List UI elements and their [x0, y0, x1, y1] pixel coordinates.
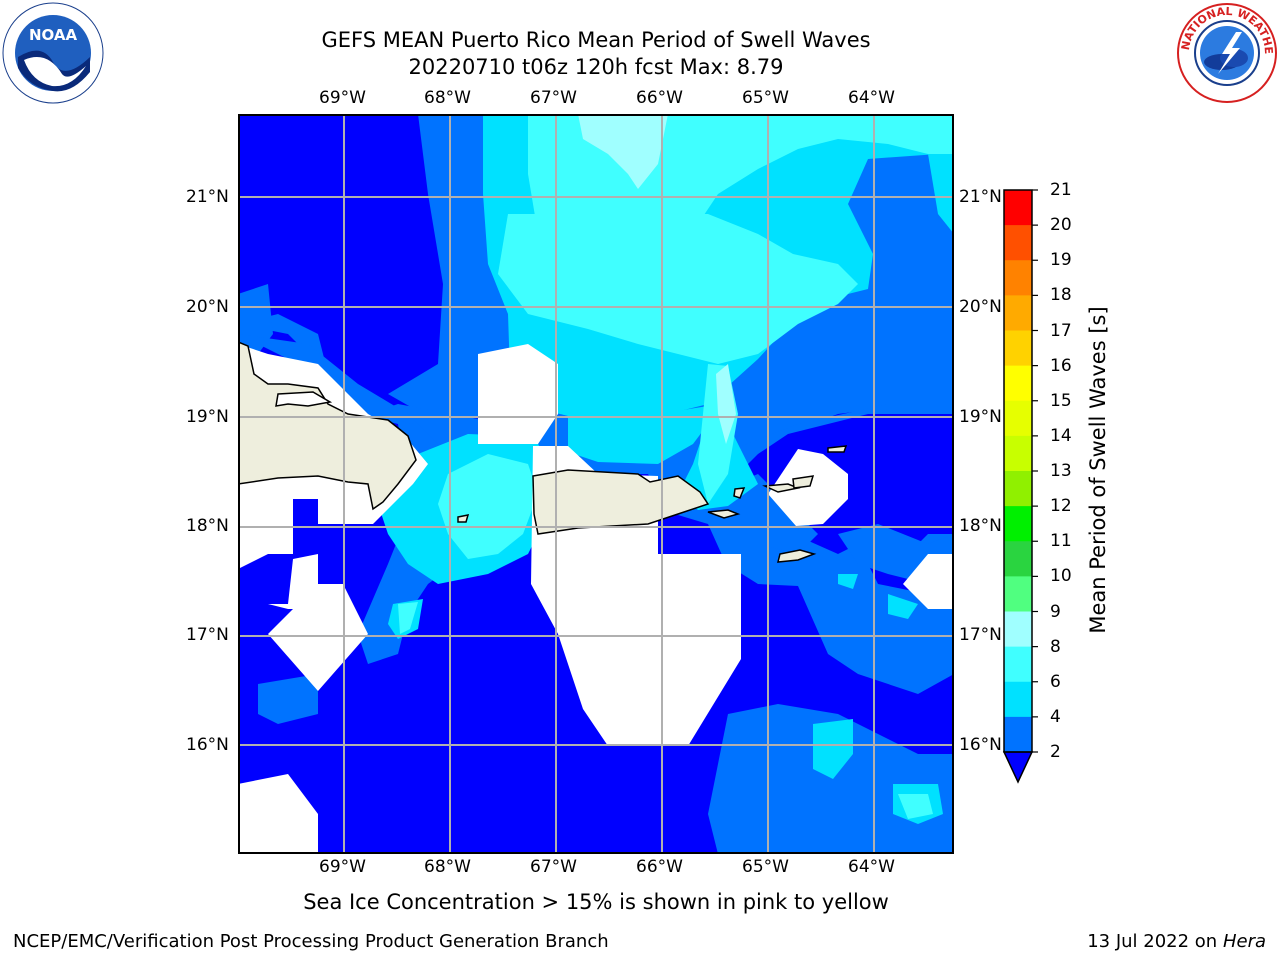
colorbar-tick-label: 6	[1050, 671, 1061, 692]
lon-tick-bottom-4: 66°W	[636, 857, 683, 877]
graticule	[238, 114, 954, 854]
lat-tick-right-2: 20°N	[959, 297, 1002, 317]
lat-tick-right-6: 16°N	[959, 735, 1002, 755]
colorbar-tick-label: 11	[1050, 531, 1072, 552]
lat-tick-left-6: 16°N	[186, 735, 229, 755]
lon-tick-bottom-3: 67°W	[530, 857, 577, 877]
sea-ice-caption: Sea Ice Concentration > 15% is shown in …	[303, 890, 889, 914]
lat-tick-left-1: 21°N	[186, 187, 229, 207]
colorbar-segment	[1004, 716, 1032, 753]
lat-tick-right-4: 18°N	[959, 516, 1002, 536]
lon-tick-top-1: 69°W	[319, 88, 366, 108]
colorbar-segment	[1004, 471, 1032, 507]
hispaniola-bay	[275, 391, 333, 407]
noaa-logo-icon: NOAA	[2, 2, 104, 104]
colorbar	[1002, 189, 1038, 784]
colorbar-segment	[1004, 190, 1032, 226]
lat-tick-right-3: 19°N	[959, 407, 1002, 427]
land-areas	[238, 341, 848, 563]
colorbar-tick-label: 14	[1050, 425, 1072, 446]
lon-tick-top-3: 67°W	[530, 88, 577, 108]
colorbar-tick-label: 9	[1050, 601, 1061, 622]
colorbar-tick-label: 4	[1050, 706, 1061, 727]
national-weather-service-logo-icon: NATIONAL WEATHER SERVICE	[1176, 2, 1277, 103]
colorbar-segment	[1004, 330, 1032, 367]
culebra-island	[733, 487, 746, 499]
colorbar-tick-label: 15	[1050, 390, 1072, 411]
colorbar-segment	[1004, 400, 1032, 437]
swell-period-map	[238, 114, 954, 854]
footer-credit: NCEP/EMC/Verification Post Processing Pr…	[13, 931, 609, 952]
colorbar-segment	[1004, 611, 1032, 648]
map-border	[238, 114, 954, 854]
colorbar-segment	[1004, 295, 1032, 331]
colorbar-tick-label: 10	[1050, 566, 1072, 587]
lat-tick-left-3: 19°N	[186, 407, 229, 427]
colorbar-tick-label: 8	[1050, 636, 1061, 657]
lat-tick-left-4: 18°N	[186, 516, 229, 536]
colorbar-tick-label: 21	[1050, 180, 1072, 200]
st-croix-island	[777, 549, 817, 563]
lat-tick-left-5: 17°N	[186, 625, 229, 645]
colorbar-segment	[1004, 225, 1032, 261]
lon-tick-top-6: 64°W	[848, 88, 895, 108]
colorbar-segment	[1004, 681, 1032, 718]
puerto-rico-land	[532, 469, 710, 535]
colorbar-tick-label: 12	[1050, 496, 1072, 517]
footer-date: 13 Jul 2022 on Hera	[1087, 931, 1266, 952]
footer-host: Hera	[1222, 931, 1266, 952]
st-john-island	[792, 475, 815, 489]
colorbar-segment	[1004, 541, 1032, 577]
colorbar-segment	[1004, 435, 1032, 472]
colorbar-segment	[1004, 576, 1032, 612]
colorbar-title: Mean Period of Swell Waves [s]	[1086, 306, 1110, 634]
lon-tick-bottom-5: 65°W	[742, 857, 789, 877]
hispaniola-land	[238, 341, 417, 511]
contour-8-9s	[578, 114, 736, 444]
colorbar-tick-label: 20	[1050, 215, 1072, 236]
colorbar-tick-label: 2	[1050, 742, 1061, 762]
chart-title: GEFS MEAN Puerto Rico Mean Period of Swe…	[321, 28, 871, 52]
colorbar-segment	[1004, 506, 1032, 542]
lat-tick-right-5: 17°N	[959, 625, 1002, 645]
lon-tick-top-2: 68°W	[424, 88, 471, 108]
colorbar-segment	[1004, 365, 1032, 402]
colorbar-segment	[1004, 260, 1032, 296]
lon-tick-bottom-2: 68°W	[424, 857, 471, 877]
colorbar-under-arrow	[1002, 751, 1034, 784]
vieques-island	[707, 509, 741, 519]
lon-tick-top-5: 65°W	[742, 88, 789, 108]
lon-tick-bottom-1: 69°W	[319, 857, 366, 877]
lat-tick-left-2: 20°N	[186, 297, 229, 317]
lon-tick-bottom-6: 64°W	[848, 857, 895, 877]
noaa-logo-text: NOAA	[29, 26, 78, 44]
footer-date-text: 13 Jul 2022 on	[1087, 931, 1223, 952]
colorbar-tick-label: 18	[1050, 285, 1072, 306]
mona-island	[457, 514, 470, 523]
anegada-island	[827, 445, 848, 453]
colorbar-tick-label: 19	[1050, 250, 1072, 271]
colorbar-segment	[1004, 646, 1032, 683]
lat-tick-right-1: 21°N	[959, 187, 1002, 207]
colorbar-tick-label: 16	[1050, 355, 1072, 376]
chart-subtitle: 20220710 t06z 120h fcst Max: 8.79	[408, 55, 784, 79]
colorbar-tick-label: 17	[1050, 320, 1072, 341]
colorbar-tick-label: 13	[1050, 461, 1072, 481]
lon-tick-top-4: 66°W	[636, 88, 683, 108]
